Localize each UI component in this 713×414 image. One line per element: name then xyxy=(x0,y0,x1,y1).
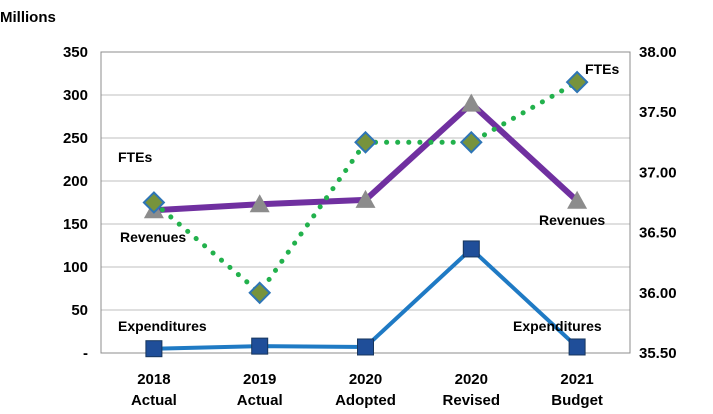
left-tick-label: 50 xyxy=(71,302,88,319)
right-tick-label: 36.00 xyxy=(639,285,677,302)
x-tick-label: Actual xyxy=(237,392,283,409)
right-tick-label: 37.00 xyxy=(639,164,677,181)
right-tick-label: 38.00 xyxy=(639,44,677,61)
x-tick-label: 2020 xyxy=(455,371,488,388)
left-tick-label: - xyxy=(83,345,88,362)
annotations: FTEs FTEs Revenues Revenues Expenditures Expe… xyxy=(118,61,619,334)
ftes-point xyxy=(459,130,483,154)
x-tick-label: 2019 xyxy=(243,371,276,388)
right-tick-label: 35.50 xyxy=(639,345,677,362)
left-tick-label: 150 xyxy=(63,216,88,233)
x-tick-label: 2018 xyxy=(137,371,170,388)
expenditures-annotation: Expenditures xyxy=(513,318,602,334)
right-axis: 35.50 36.00 36.50 37.00 37.50 38.00 xyxy=(639,44,677,362)
expenditures-point xyxy=(357,338,374,356)
x-axis: 2018 Actual 2019 Actual 2020 Adopted 2020 Revis… xyxy=(131,371,603,409)
expenditures-point xyxy=(251,337,269,355)
x-tick-label: Budget xyxy=(551,392,603,409)
expenditures-point xyxy=(145,340,163,358)
units-label: Millions xyxy=(0,9,56,26)
expenditures-point xyxy=(462,240,480,258)
series-markers xyxy=(142,70,589,358)
ftes-point xyxy=(248,281,272,305)
series-lines xyxy=(151,79,580,351)
left-tick-label: 300 xyxy=(63,87,88,104)
left-tick-label: 200 xyxy=(63,173,88,190)
ftes-annotation: FTEs xyxy=(118,149,152,165)
revenues-point xyxy=(249,194,270,213)
left-tick-label: 350 xyxy=(63,44,88,61)
x-tick-label: Actual xyxy=(131,392,177,409)
revenues-point xyxy=(461,93,482,112)
right-tick-label: 36.50 xyxy=(639,225,677,242)
ftes-point xyxy=(354,130,377,154)
ftes-annotation: FTEs xyxy=(585,61,619,77)
x-tick-label: 2020 xyxy=(349,371,382,388)
expenditures-point xyxy=(568,338,586,356)
left-tick-label: 100 xyxy=(63,259,88,276)
ftes-line xyxy=(151,79,580,296)
ftes-point xyxy=(142,191,166,214)
left-axis: - 50 100 150 200 250 300 350 xyxy=(63,44,88,362)
revenues-point xyxy=(355,189,376,208)
revenues-point xyxy=(567,190,588,209)
left-tick-label: 250 xyxy=(63,130,88,147)
x-tick-label: Adopted xyxy=(335,392,396,409)
revenues-annotation: Revenues xyxy=(539,212,605,228)
x-tick-label: Revised xyxy=(443,392,501,409)
right-tick-label: 37.50 xyxy=(639,104,677,121)
expenditures-annotation: Expenditures xyxy=(118,318,207,334)
x-tick-label: 2021 xyxy=(560,371,593,388)
revenues-annotation: Revenues xyxy=(120,229,186,245)
ftes-point xyxy=(565,70,589,94)
